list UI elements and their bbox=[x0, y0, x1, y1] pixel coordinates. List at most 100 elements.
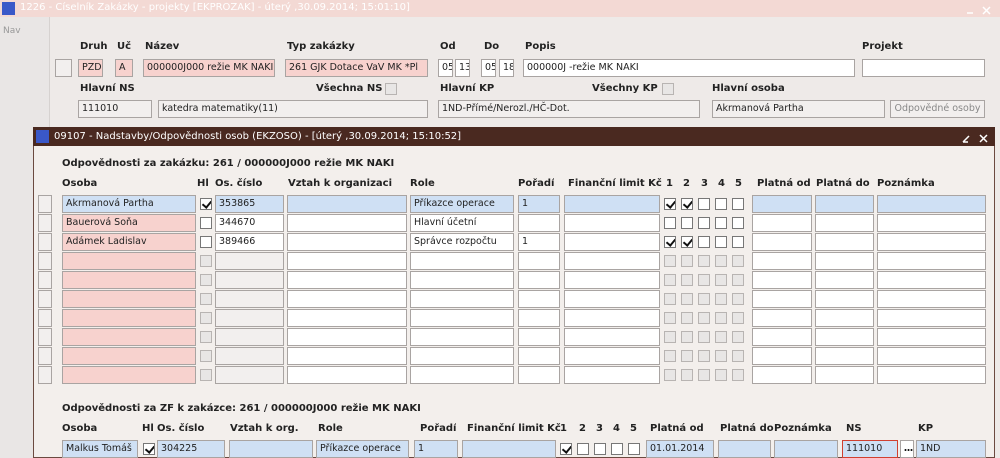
poznamka-cell[interactable] bbox=[877, 366, 986, 384]
checkbox[interactable] bbox=[732, 293, 744, 305]
osoba-cell[interactable] bbox=[62, 328, 196, 346]
checkbox[interactable] bbox=[715, 293, 727, 305]
checkbox[interactable] bbox=[664, 350, 676, 362]
checkbox[interactable] bbox=[715, 236, 727, 248]
checkbox[interactable] bbox=[664, 312, 676, 324]
kp-cell[interactable]: 1ND bbox=[916, 440, 986, 458]
checkbox[interactable] bbox=[715, 350, 727, 362]
text-field[interactable]: 1ND-Přímé/Nerozl./HČ-Dot. bbox=[438, 100, 700, 118]
checkbox[interactable] bbox=[715, 217, 727, 229]
checkbox[interactable] bbox=[732, 331, 744, 343]
platna-od-cell[interactable] bbox=[752, 347, 812, 365]
poznamka-cell[interactable] bbox=[877, 195, 986, 213]
role-cell[interactable] bbox=[410, 309, 514, 327]
checkbox[interactable] bbox=[681, 312, 693, 324]
checkbox[interactable] bbox=[698, 236, 710, 248]
vztah-cell[interactable] bbox=[229, 440, 313, 458]
checkbox[interactable] bbox=[664, 274, 676, 286]
checkbox[interactable] bbox=[200, 331, 212, 343]
checkbox[interactable] bbox=[732, 236, 744, 248]
checkbox[interactable] bbox=[681, 198, 693, 210]
osoba-cell[interactable]: Adámek Ladislav bbox=[62, 233, 196, 251]
checkbox[interactable] bbox=[611, 443, 623, 455]
role-cell[interactable] bbox=[410, 347, 514, 365]
checkbox[interactable] bbox=[200, 350, 212, 362]
platna-od-cell[interactable] bbox=[752, 328, 812, 346]
text-field[interactable]: 05 bbox=[438, 59, 453, 77]
platna-od-cell[interactable] bbox=[752, 233, 812, 251]
limit-cell[interactable] bbox=[564, 195, 660, 213]
checkbox[interactable] bbox=[200, 274, 212, 286]
os-cislo-cell[interactable] bbox=[215, 347, 284, 365]
role-cell[interactable]: Správce rozpočtu bbox=[410, 233, 514, 251]
vztah-cell[interactable] bbox=[287, 195, 407, 213]
text-field[interactable]: 13 bbox=[455, 59, 470, 77]
checkbox[interactable] bbox=[732, 217, 744, 229]
poradi-cell[interactable] bbox=[518, 347, 560, 365]
checkbox[interactable] bbox=[732, 198, 744, 210]
osoba-cell[interactable] bbox=[62, 347, 196, 365]
os-cislo-cell[interactable] bbox=[215, 290, 284, 308]
poznamka-cell[interactable] bbox=[877, 290, 986, 308]
text-field[interactable]: 261 GJK Dotace VaV MK *Pl bbox=[285, 59, 428, 77]
os-cislo-cell[interactable] bbox=[215, 252, 284, 270]
checkbox[interactable] bbox=[664, 255, 676, 267]
limit-cell[interactable] bbox=[564, 347, 660, 365]
poradi-cell[interactable] bbox=[518, 290, 560, 308]
limit-cell[interactable] bbox=[564, 290, 660, 308]
platna-do-cell[interactable] bbox=[815, 347, 874, 365]
os-cislo-cell[interactable]: 304225 bbox=[157, 440, 225, 458]
role-cell[interactable]: Příkazce operace bbox=[316, 440, 409, 458]
platna-do-cell[interactable] bbox=[815, 214, 874, 232]
checkbox[interactable] bbox=[715, 331, 727, 343]
platna-od-cell[interactable]: 01.01.2014 bbox=[646, 440, 714, 458]
platna-do-cell[interactable] bbox=[815, 309, 874, 327]
ns-cell[interactable]: 111010 bbox=[842, 440, 898, 458]
vztah-cell[interactable] bbox=[287, 328, 407, 346]
checkbox[interactable] bbox=[732, 255, 744, 267]
os-cislo-cell[interactable]: 389466 bbox=[215, 233, 284, 251]
platna-od-cell[interactable] bbox=[752, 195, 812, 213]
platna-od-cell[interactable] bbox=[752, 366, 812, 384]
checkbox[interactable] bbox=[698, 274, 710, 286]
text-field[interactable]: Akrmanová Partha bbox=[712, 100, 885, 118]
platna-do-cell[interactable] bbox=[815, 328, 874, 346]
text-field[interactable] bbox=[862, 59, 985, 77]
vztah-cell[interactable] bbox=[287, 233, 407, 251]
platna-od-cell[interactable] bbox=[752, 252, 812, 270]
platna-do-cell[interactable] bbox=[815, 195, 874, 213]
role-cell[interactable] bbox=[410, 290, 514, 308]
poznamka-cell[interactable] bbox=[774, 440, 838, 458]
checkbox[interactable] bbox=[664, 236, 676, 248]
poznamka-cell[interactable] bbox=[877, 252, 986, 270]
osoba-cell[interactable] bbox=[62, 290, 196, 308]
osoba-cell[interactable] bbox=[62, 271, 196, 289]
checkbox[interactable] bbox=[698, 217, 710, 229]
checkbox[interactable] bbox=[664, 369, 676, 381]
checkbox[interactable] bbox=[200, 255, 212, 267]
limit-cell[interactable] bbox=[564, 366, 660, 384]
poradi-cell[interactable] bbox=[518, 214, 560, 232]
limit-cell[interactable] bbox=[564, 328, 660, 346]
checkbox[interactable] bbox=[715, 312, 727, 324]
vztah-cell[interactable] bbox=[287, 309, 407, 327]
limit-cell[interactable] bbox=[564, 309, 660, 327]
text-field[interactable]: PZD bbox=[78, 59, 103, 77]
os-cislo-cell[interactable] bbox=[215, 271, 284, 289]
button[interactable]: Odpovědné osoby bbox=[890, 100, 985, 118]
window-controls[interactable] bbox=[961, 2, 995, 15]
poznamka-cell[interactable] bbox=[877, 328, 986, 346]
checkbox[interactable] bbox=[681, 274, 693, 286]
poradi-cell[interactable] bbox=[518, 309, 560, 327]
checkbox[interactable] bbox=[732, 274, 744, 286]
poradi-cell[interactable] bbox=[518, 271, 560, 289]
osoba-cell[interactable]: Akrmanová Partha bbox=[62, 195, 196, 213]
checkbox[interactable] bbox=[662, 83, 674, 95]
poradi-cell[interactable] bbox=[518, 252, 560, 270]
poznamka-cell[interactable] bbox=[877, 233, 986, 251]
limit-cell[interactable] bbox=[462, 440, 556, 458]
platna-od-cell[interactable] bbox=[752, 214, 812, 232]
poradi-cell[interactable] bbox=[518, 328, 560, 346]
text-field[interactable]: 000000J -režie MK NAKI bbox=[523, 59, 855, 77]
checkbox[interactable] bbox=[698, 369, 710, 381]
